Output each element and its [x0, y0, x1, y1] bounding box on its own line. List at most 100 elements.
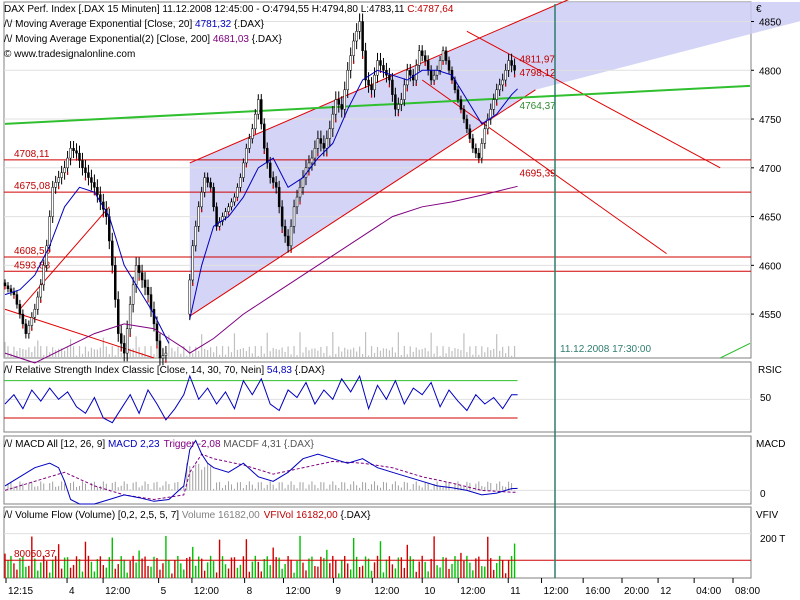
macd-histogram-bar: [40, 481, 42, 491]
vfi-volume-bar: [4, 553, 6, 578]
macd-histogram-bar: [102, 481, 104, 491]
candle-body: [510, 60, 513, 66]
price-volume-bar: [55, 350, 57, 358]
price-volume-bar: [141, 352, 143, 358]
candle-body: [122, 343, 126, 354]
macd-histogram-bar: [213, 488, 215, 491]
vfi-volume-bar: [72, 564, 75, 578]
vfi-volume-bar: [114, 568, 116, 578]
price-volume-bar: [513, 346, 516, 358]
price-volume-bar: [430, 332, 432, 358]
candle-body: [364, 50, 367, 81]
macd-histogram-bar: [58, 486, 60, 491]
vfi-volume-bar: [326, 549, 328, 578]
vfi-volume-bar: [209, 555, 212, 578]
vfi-volume-bar: [7, 560, 9, 578]
vfi-volume-bar: [174, 560, 176, 578]
price-volume-bar: [347, 349, 349, 358]
candle-body: [212, 187, 215, 208]
macd-histogram-bar: [505, 486, 507, 491]
candle-body: [30, 317, 34, 326]
vfi-volume-bar: [212, 561, 215, 578]
vfi-volume-bar: [403, 567, 406, 578]
macd-histogram-bar: [430, 489, 432, 491]
vfi-volume-bar: [254, 555, 257, 578]
vfi-volume-bar: [454, 556, 456, 578]
vfi-volume-bar: [150, 566, 152, 578]
candle-red-mark: [433, 81, 435, 85]
macd-header-trigger: Trigger -2,08: [164, 439, 221, 450]
price-volume-bar: [192, 353, 194, 358]
vfi-volume-bar: [290, 559, 292, 578]
price-volume-bar: [308, 350, 310, 358]
vfi-header-volume: Volume 16182,00: [182, 510, 260, 521]
price-volume-bar: [171, 347, 173, 358]
candle-body: [239, 177, 242, 188]
candle-red-mark: [460, 110, 462, 114]
candle-body: [498, 84, 501, 91]
macd-header-rest: MACDF 4,31 {.DAX}: [221, 439, 315, 450]
price-volume-bar: [275, 349, 277, 358]
vfi-volume-bar: [251, 561, 254, 578]
candle-body: [465, 118, 469, 130]
vfi-volume-bar: [126, 572, 128, 578]
vfi-header-vfivol: VFIVol 16182,00: [264, 510, 338, 521]
vfi-header-label: /\/ Volume Flow (Volume) [0,2, 2,5, 5, 7…: [4, 510, 182, 521]
macd-histogram-bar: [418, 485, 420, 491]
macd-histogram-bar: [305, 488, 307, 491]
price-volume-bar: [266, 332, 268, 358]
macd-histogram-bar: [260, 482, 262, 491]
candle-red-mark: [49, 249, 51, 253]
macd-histogram-bar: [195, 464, 197, 491]
macd-histogram-bar: [439, 485, 441, 491]
candle-body: [441, 50, 445, 61]
price-ytick-label: 4850: [759, 18, 782, 29]
price-volume-bar: [248, 346, 250, 358]
vfi-volume-bar: [90, 561, 93, 578]
vfi-volume-bar: [263, 559, 265, 578]
macd-histogram-bar: [153, 482, 155, 491]
price-volume-bar: [397, 332, 399, 358]
candle-red-mark: [218, 227, 221, 231]
candle-body: [489, 109, 492, 120]
vfi-volume-bar: [382, 572, 385, 578]
price-volume-bar: [353, 347, 355, 358]
macd-histogram-bar: [177, 481, 179, 491]
vfi-volume-bar: [513, 543, 516, 578]
candle-body: [39, 284, 43, 298]
candle-body: [203, 177, 206, 193]
candle-red-mark: [263, 150, 265, 154]
macd-histogram-bar: [257, 482, 259, 491]
macd-line: [4, 439, 518, 505]
candle-red-mark: [201, 209, 203, 213]
macd-histogram-bar: [385, 482, 387, 491]
candle-body: [236, 187, 239, 198]
candle-body: [319, 138, 323, 144]
candle-body: [361, 21, 364, 52]
macd-histogram-bar: [162, 485, 164, 491]
candle-body: [218, 221, 221, 227]
price-volume-bar: [75, 355, 78, 358]
candle-body: [292, 206, 296, 227]
price-volume-bar: [180, 353, 182, 358]
vfi-volume-bar: [224, 564, 227, 578]
macd-histogram-bar: [421, 487, 423, 491]
macd-histogram-bar: [7, 483, 9, 491]
candle-red-mark: [326, 153, 328, 157]
candle-body: [66, 157, 69, 169]
candle-body: [391, 79, 394, 95]
macd-histogram-bar: [73, 481, 75, 491]
candle-body: [36, 296, 40, 310]
macd-histogram-bar: [43, 483, 45, 491]
price-volume-bar: [138, 347, 140, 358]
macd-histogram-bar: [290, 481, 292, 491]
candle-red-mark: [505, 83, 507, 87]
candle-body: [134, 265, 138, 286]
vfi-volume-bar: [394, 568, 397, 578]
price-volume-bar: [207, 350, 209, 358]
vfi-volume-bar: [135, 562, 137, 578]
candle-body: [242, 162, 245, 178]
candle-body: [286, 235, 290, 247]
candle-body: [209, 182, 212, 188]
candle-body: [191, 245, 194, 281]
